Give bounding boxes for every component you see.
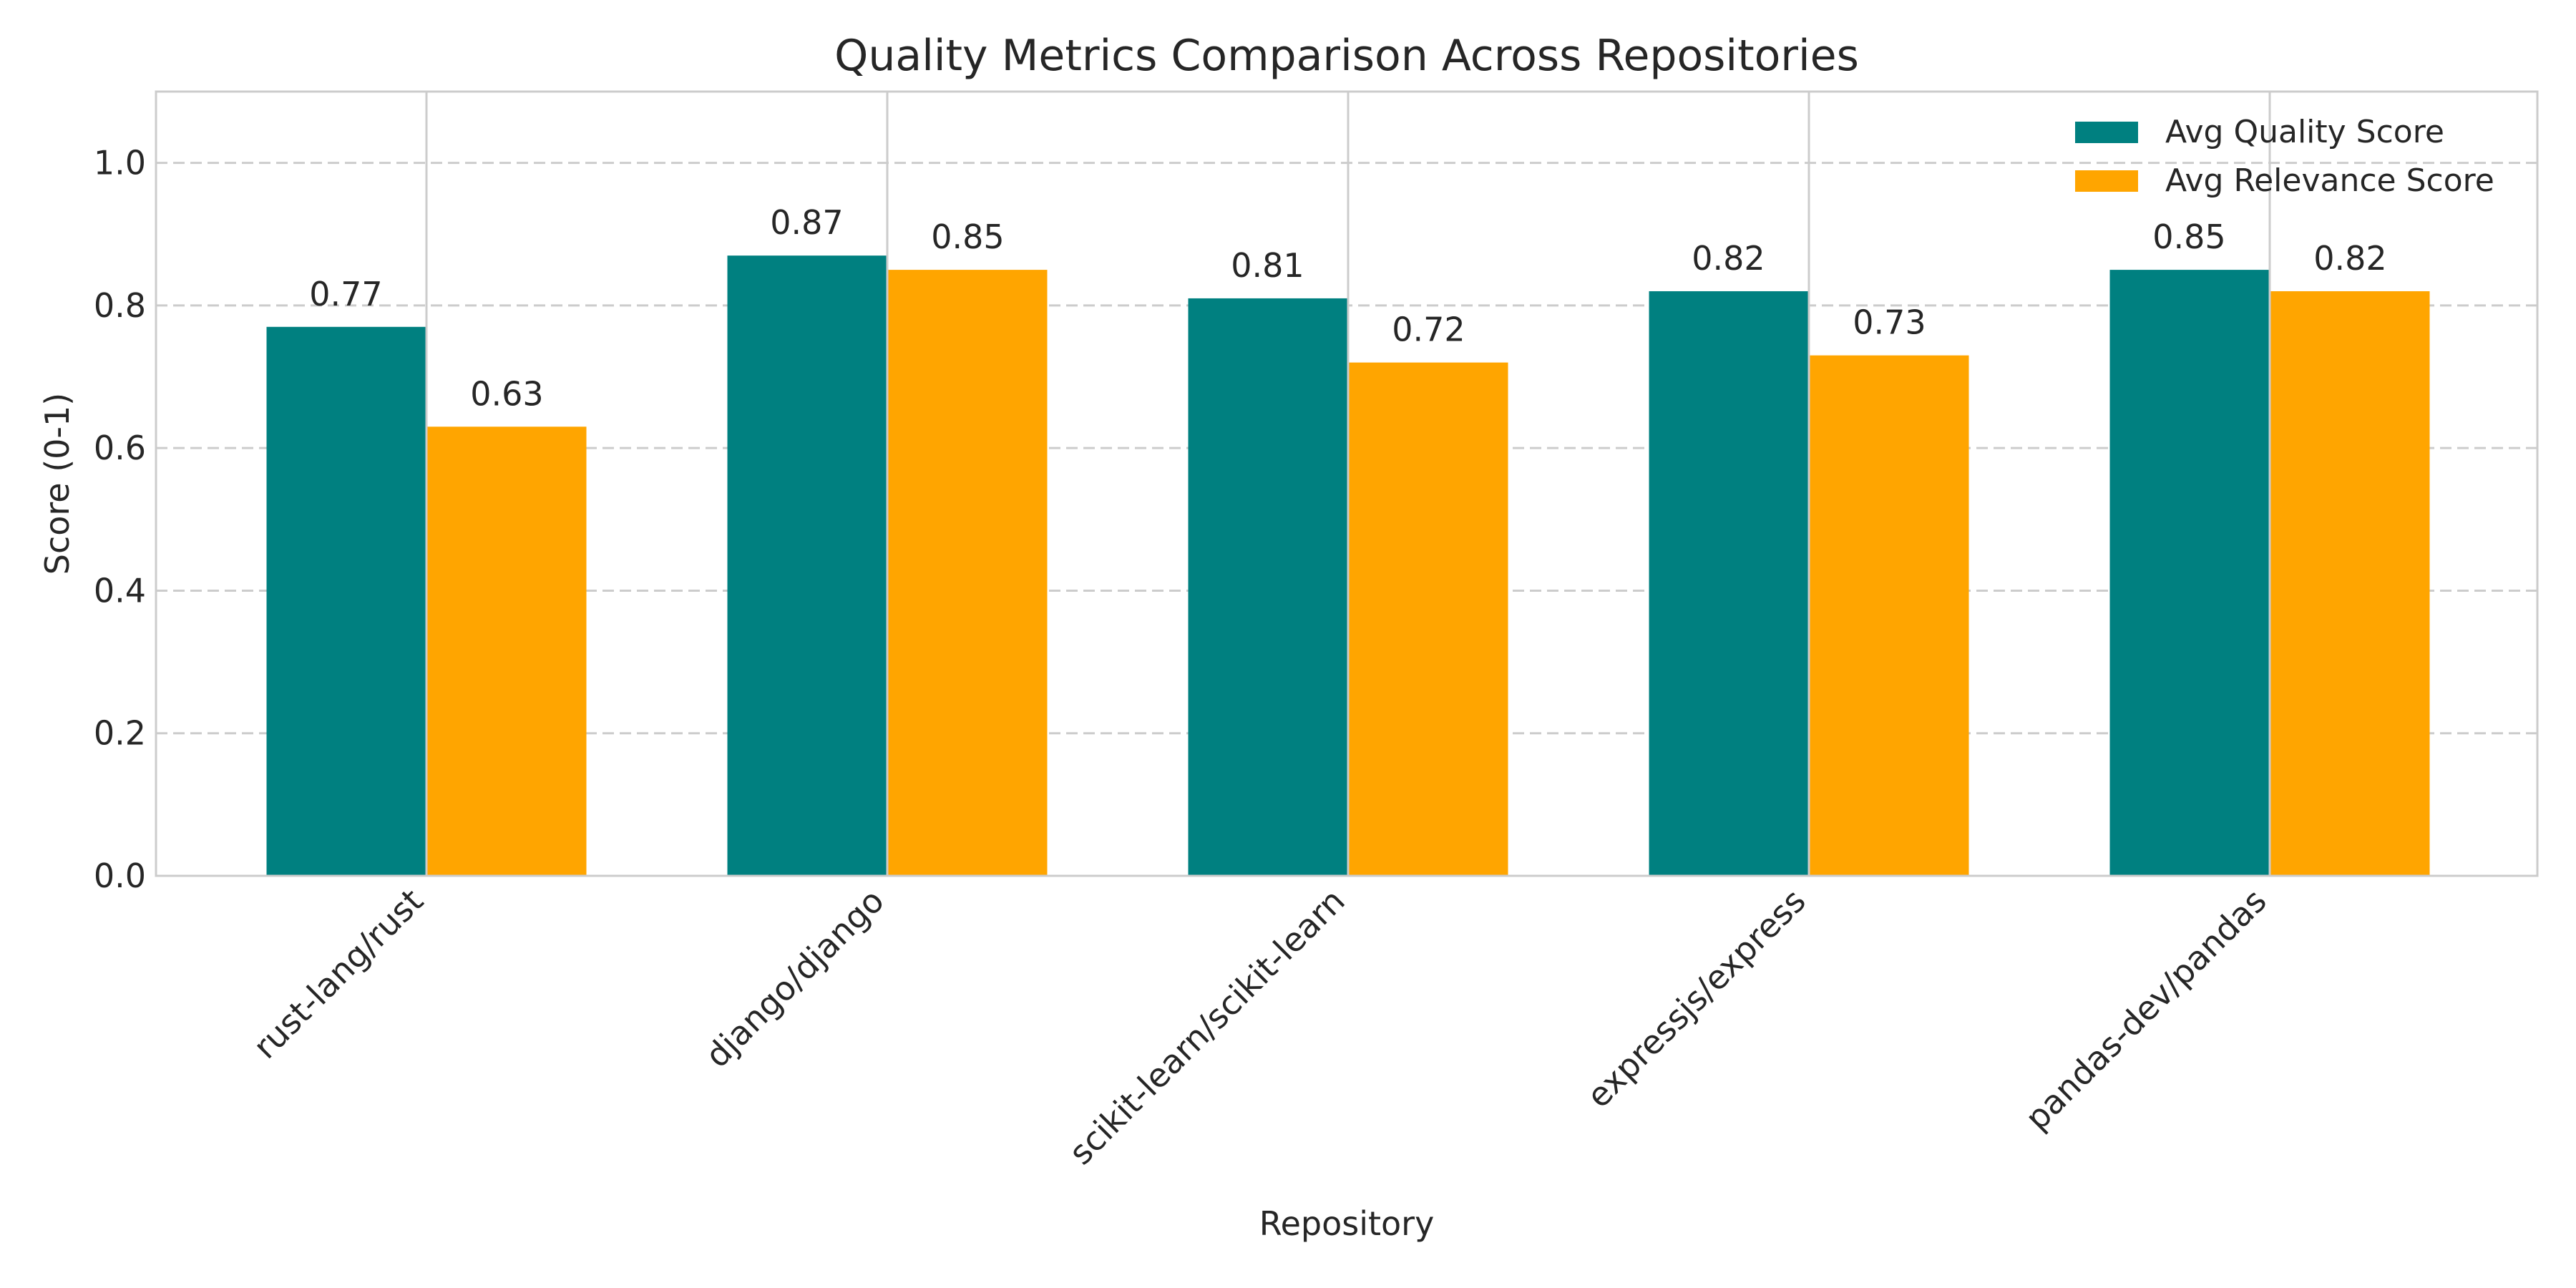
bar-value-label: 0.85 [931,218,1004,256]
x-tick-label: scikit-learn/scikit-learn [1061,882,1352,1172]
legend-label: Avg Quality Score [2165,114,2444,150]
bar [1188,298,1347,877]
legend: Avg Quality Score Avg Relevance Score [2075,114,2494,199]
bar-value-label: 0.82 [1692,239,1765,278]
bar-value-label: 0.81 [1231,246,1304,285]
bar-value-label: 0.77 [309,275,382,313]
bar-value-label: 0.73 [1853,303,1926,342]
bar [2109,270,2269,876]
y-tick-label: 1.0 [94,144,146,182]
bar [2270,291,2430,876]
x-axis-label: Repository [1259,1204,1435,1243]
chart-title: Quality Metrics Comparison Across Reposi… [834,31,1859,81]
bar-value-label: 0.63 [470,374,543,413]
bar [727,255,887,876]
y-tick-labels: 0.0 0.2 0.4 0.6 0.8 1.0 [94,144,146,895]
y-tick-label: 0.0 [94,857,146,895]
legend-swatch [2075,122,2138,143]
value-labels-layer: 0.77 0.87 0.81 0.82 0.85 0.63 0.85 0.72 0.73 0.82 [309,203,2386,413]
bar [1649,291,1808,876]
bars-layer [266,255,2430,877]
bar-value-label: 0.72 [1392,311,1465,349]
plot-frame [155,90,2539,877]
x-tick-label: expressjs/express [1579,882,1813,1116]
bar [888,270,1048,876]
x-tick-label: rust-lang/rust [245,882,430,1066]
x-tick-label: django/django [698,882,892,1075]
legend-swatch [2075,170,2138,192]
y-tick-label: 0.6 [94,429,146,467]
bar-value-label: 0.82 [2313,239,2386,278]
bar [1810,355,1969,876]
bar [266,326,426,876]
bar-value-label: 0.87 [770,203,843,242]
y-tick-label: 0.4 [94,571,146,610]
bar [427,426,587,876]
y-tick-label: 0.2 [94,714,146,753]
y-axis-label: Score (0-1) [38,393,77,575]
bar [1349,362,1508,877]
x-tick-label: pandas-dev/pandas [2018,882,2274,1138]
x-tick-labels: rust-lang/rust django/django scikit-learn/… [245,882,2273,1172]
y-tick-label: 0.8 [94,286,146,325]
legend-label: Avg Relevance Score [2165,162,2494,199]
bar-value-label: 0.85 [2152,218,2225,256]
